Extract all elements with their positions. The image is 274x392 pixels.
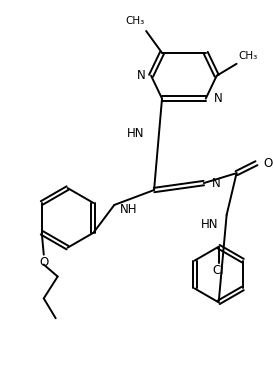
Text: O: O [39,256,48,269]
Text: CH₃: CH₃ [125,16,144,26]
Text: O: O [263,157,273,170]
Text: N: N [136,69,145,82]
Text: N: N [214,92,222,105]
Text: N: N [212,176,221,190]
Text: HN: HN [201,218,219,231]
Text: CH₃: CH₃ [239,51,258,61]
Text: Cl: Cl [213,264,224,277]
Text: NH: NH [120,203,138,216]
Text: HN: HN [127,127,144,140]
